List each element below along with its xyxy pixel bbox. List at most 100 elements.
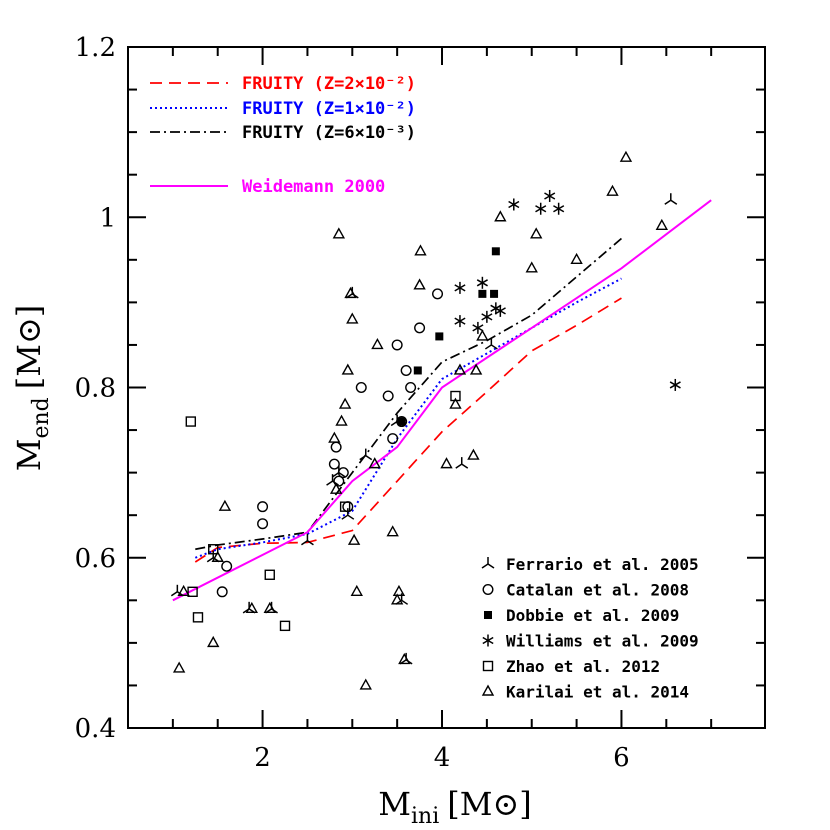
point-karilai-et-al-2014 xyxy=(211,550,224,562)
point-karilai-et-al-2014 xyxy=(371,337,384,350)
y-tick-label: 0.6 xyxy=(75,544,116,574)
legend-lines: FRUITY (Z=2×10⁻²) FRUITY (Z=1×10⁻²) FRUITY… xyxy=(150,74,416,197)
legend-label-dobbie-et-al-2009: Dobbie et al. 2009 xyxy=(506,606,679,625)
point-karilai-et-al-2014 xyxy=(467,448,480,460)
point-catalan-et-al-2008 xyxy=(391,339,403,351)
point-catalan-et-al-2008 xyxy=(396,416,408,428)
x-tick-label: 6 xyxy=(613,743,630,773)
point-ferrario-et-al-2005 xyxy=(664,193,678,205)
point-dobbie-et-al-2009 xyxy=(478,289,487,298)
point-zhao-et-al-2012 xyxy=(187,586,198,597)
point-karilai-et-al-2014 xyxy=(476,329,489,341)
point-karilai-et-al-2014 xyxy=(392,584,406,596)
point-karilai-et-al-2014 xyxy=(525,261,538,273)
point-dobbie-et-al-2009 xyxy=(413,366,422,375)
point-karilai-et-al-2014 xyxy=(570,252,583,265)
point-zhao-et-al-2012 xyxy=(264,569,275,580)
point-williams-et-al-2009 xyxy=(476,276,488,289)
point-catalan-et-al-2008 xyxy=(387,433,399,445)
x-axis-label: Mini [M⊙] xyxy=(378,785,532,829)
model-curves xyxy=(172,199,712,602)
legend-marker-ferrario-et-al-2005 xyxy=(481,557,495,569)
curve-weidemann-2000 xyxy=(172,199,712,602)
point-karilai-et-al-2014 xyxy=(347,533,361,545)
point-karilai-et-al-2014 xyxy=(329,482,343,494)
legend-marker-karilai-et-al-2014 xyxy=(481,684,495,696)
y-tick-label: 0.8 xyxy=(75,374,116,404)
point-karilai-et-al-2014 xyxy=(359,678,372,690)
point-karilai-et-al-2014 xyxy=(172,661,186,673)
point-karilai-et-al-2014 xyxy=(263,601,276,614)
point-karilai-et-al-2014 xyxy=(368,457,381,469)
point-catalan-et-al-2008 xyxy=(337,467,349,479)
point-dobbie-et-al-2009 xyxy=(397,417,406,426)
point-zhao-et-al-2012 xyxy=(450,390,461,402)
point-karilai-et-al-2014 xyxy=(398,652,411,665)
point-karilai-et-al-2014 xyxy=(245,601,259,614)
y-tick-label: 1 xyxy=(99,203,116,233)
point-karilai-et-al-2014 xyxy=(530,227,543,239)
point-catalan-et-al-2008 xyxy=(432,288,444,300)
point-karilai-et-al-2014 xyxy=(177,584,190,596)
point-karilai-et-al-2014 xyxy=(386,525,399,537)
legend-label-fruity-z-6-10: FRUITY (Z=6×10⁻³) xyxy=(242,123,416,143)
point-ferrario-et-al-2005 xyxy=(326,474,339,486)
point-zhao-et-al-2012 xyxy=(279,620,291,632)
y-axis-label: Mend[M⊙] xyxy=(10,305,54,472)
point-catalan-et-al-2008 xyxy=(328,458,340,470)
point-dobbie-et-al-2009 xyxy=(491,247,500,256)
point-catalan-et-al-2008 xyxy=(400,364,412,376)
point-ferrario-et-al-2005 xyxy=(484,337,498,350)
point-dobbie-et-al-2009 xyxy=(490,289,499,298)
point-williams-et-al-2009 xyxy=(508,198,520,211)
legend-label-fruity-z-2-10: FRUITY (Z=2×10⁻²) xyxy=(242,74,416,94)
point-zhao-et-al-2012 xyxy=(208,544,219,555)
point-karilai-et-al-2014 xyxy=(606,184,619,196)
point-karilai-et-al-2014 xyxy=(390,593,404,605)
point-karilai-et-al-2014 xyxy=(338,397,352,409)
legend-points: Ferrario et al. 2005 Catalan et al. 2008 D… xyxy=(481,555,699,702)
point-catalan-et-al-2008 xyxy=(382,390,394,402)
point-williams-et-al-2009 xyxy=(454,315,466,328)
point-catalan-et-al-2008 xyxy=(216,586,228,598)
point-williams-et-al-2009 xyxy=(481,310,493,323)
point-williams-et-al-2009 xyxy=(472,321,484,334)
point-catalan-et-al-2008 xyxy=(221,560,233,572)
legend-label-ferrario-et-al-2005: Ferrario et al. 2005 xyxy=(506,555,699,574)
point-karilai-et-al-2014 xyxy=(350,584,363,596)
x-tick-label: 4 xyxy=(434,743,451,773)
point-karilai-et-al-2014 xyxy=(494,210,507,222)
legend-label-zhao-et-al-2012: Zhao et al. 2012 xyxy=(506,657,660,676)
legend-marker-zhao-et-al-2012 xyxy=(482,660,494,672)
point-williams-et-al-2009 xyxy=(494,304,506,317)
point-karilai-et-al-2014 xyxy=(440,457,453,469)
point-karilai-et-al-2014 xyxy=(341,363,354,375)
point-catalan-et-al-2008 xyxy=(257,501,269,513)
point-catalan-et-al-2008 xyxy=(414,322,426,334)
legend-marker-dobbie-et-al-2009 xyxy=(484,611,492,619)
point-williams-et-al-2009 xyxy=(544,189,556,202)
legend-label-karilai-et-al-2014: Karilai et al. 2014 xyxy=(506,683,689,702)
point-karilai-et-al-2014 xyxy=(335,414,348,426)
legend-label-williams-et-al-2009: Williams et al. 2009 xyxy=(506,632,699,651)
legend-label-fruity-z-1-10: FRUITY (Z=1×10⁻²) xyxy=(242,99,416,119)
curve-fruity-z-1-10 xyxy=(194,277,622,559)
y-tick-label: 1.2 xyxy=(75,33,116,63)
point-williams-et-al-2009 xyxy=(553,202,565,215)
point-ferrario-et-al-2005 xyxy=(301,533,314,546)
legend-marker-williams-et-al-2009 xyxy=(482,634,494,647)
point-zhao-et-al-2012 xyxy=(192,612,204,623)
point-karilai-et-al-2014 xyxy=(207,635,220,648)
point-karilai-et-al-2014 xyxy=(414,244,427,256)
point-ferrario-et-al-2005 xyxy=(359,448,373,461)
plot-frame xyxy=(127,46,766,729)
point-karilai-et-al-2014 xyxy=(453,363,467,375)
point-karilai-et-al-2014 xyxy=(328,431,341,443)
curve-fruity-z-6-10 xyxy=(195,237,623,551)
point-williams-et-al-2009 xyxy=(454,281,466,294)
point-dobbie-et-al-2009 xyxy=(435,332,444,341)
point-catalan-et-al-2008 xyxy=(257,518,269,530)
legend-label-weidemann-2000: Weidemann 2000 xyxy=(242,177,385,197)
point-karilai-et-al-2014 xyxy=(655,218,669,230)
